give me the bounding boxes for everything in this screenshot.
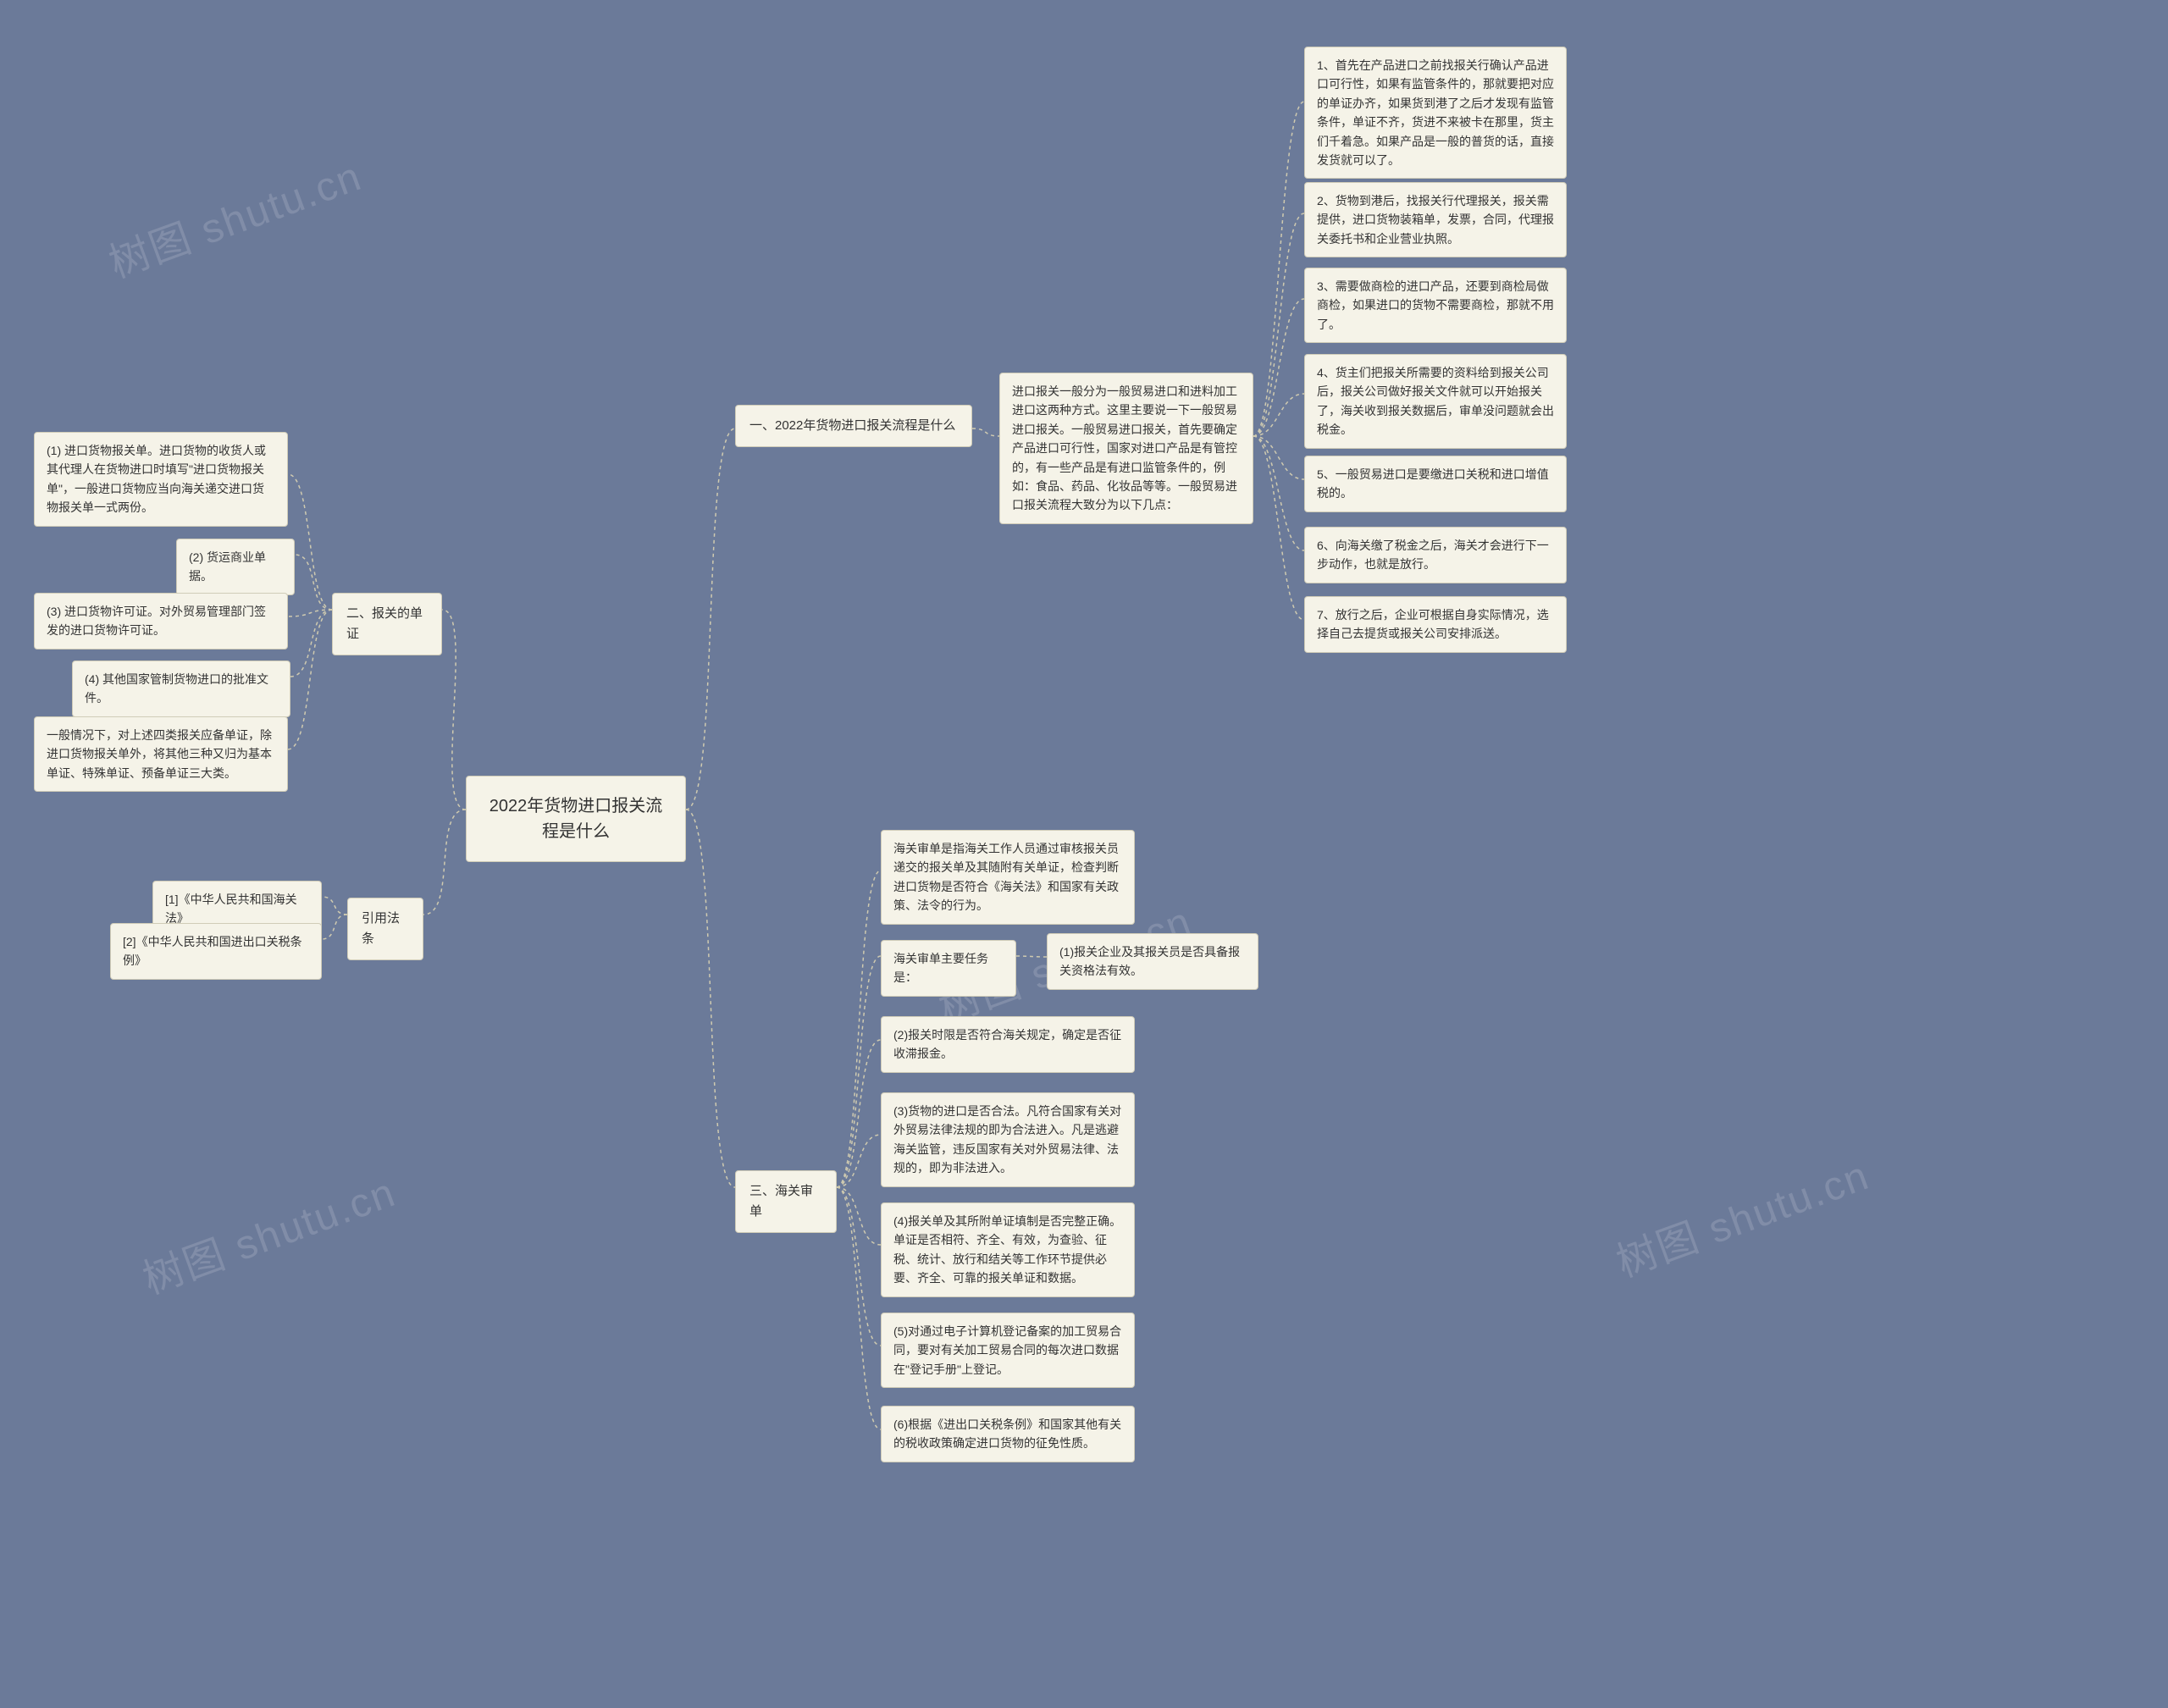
branch-2: 二、报关的单证 (332, 593, 442, 655)
b1-leaf-3-label: 3、需要做商检的进口产品，还要到商检局做商检，如果进口的货物不需要商检，那就不用… (1317, 279, 1554, 331)
b4-leaf-2-label: [2]《中华人民共和国进出口关税条例》 (123, 935, 302, 967)
root-node: 2022年货物进口报关流程是什么 (466, 776, 686, 862)
b2-leaf-3-label: (3) 进口货物许可证。对外贸易管理部门签发的进口货物许可证。 (47, 605, 266, 637)
b1-leaf-2: 2、货物到港后，找报关行代理报关，报关需提供，进口货物装箱单，发票，合同，代理报… (1304, 182, 1567, 257)
watermark: 树图 shutu.cn (1607, 1142, 1876, 1289)
b1-leaf-6: 6、向海关缴了税金之后，海关才会进行下一步动作，也就是放行。 (1304, 527, 1567, 583)
b3-leaf-3-label: (2)报关时限是否符合海关规定，确定是否征收滞报金。 (893, 1028, 1121, 1060)
branch-2-label: 二、报关的单证 (346, 606, 423, 641)
b2-leaf-1: (1) 进口货物报关单。进口货物的收货人或其代理人在货物进口时填写"进口货物报关… (34, 432, 288, 527)
b3-leaf-2-child-label: (1)报关企业及其报关员是否具备报关资格法有效。 (1059, 945, 1240, 977)
b2-leaf-2: (2) 货运商业单据。 (176, 539, 295, 595)
b3-leaf-4-label: (3)货物的进口是否合法。凡符合国家有关对外贸易法律法规的即为合法进入。凡是逃避… (893, 1104, 1121, 1175)
b1-leaf-7-label: 7、放行之后，企业可根据自身实际情况，选择自己去提货或报关公司安排派送。 (1317, 608, 1549, 640)
b3-leaf-2: 海关审单主要任务是： (881, 940, 1016, 997)
b1-description-label: 进口报关一般分为一般贸易进口和进料加工进口这两种方式。这里主要说一下一般贸易进口… (1012, 384, 1237, 511)
branch-1-label: 一、2022年货物进口报关流程是什么 (749, 418, 955, 433)
branch-4: 引用法条 (347, 898, 423, 960)
b3-leaf-7-label: (6)根据《进出口关税条例》和国家其他有关的税收政策确定进口货物的征免性质。 (893, 1418, 1121, 1450)
b1-leaf-6-label: 6、向海关缴了税金之后，海关才会进行下一步动作，也就是放行。 (1317, 539, 1549, 571)
branch-4-label: 引用法条 (362, 911, 400, 946)
b4-leaf-2: [2]《中华人民共和国进出口关税条例》 (110, 923, 322, 980)
root-label: 2022年货物进口报关流程是什么 (489, 797, 663, 841)
b4-leaf-1-label: [1]《中华人民共和国海关法》 (165, 893, 297, 925)
b2-leaf-4-label: (4) 其他国家管制货物进口的批准文件。 (85, 672, 268, 705)
b3-leaf-2-child: (1)报关企业及其报关员是否具备报关资格法有效。 (1047, 933, 1258, 990)
branch-1: 一、2022年货物进口报关流程是什么 (735, 405, 972, 447)
b2-leaf-5-label: 一般情况下，对上述四类报关应备单证，除进口货物报关单外，将其他三种又归为基本单证… (47, 728, 272, 780)
b3-leaf-1: 海关审单是指海关工作人员通过审核报关员递交的报关单及其随附有关单证，检查判断进口… (881, 830, 1135, 925)
b2-leaf-2-label: (2) 货运商业单据。 (189, 550, 266, 583)
b3-leaf-3: (2)报关时限是否符合海关规定，确定是否征收滞报金。 (881, 1016, 1135, 1073)
b1-leaf-3: 3、需要做商检的进口产品，还要到商检局做商检，如果进口的货物不需要商检，那就不用… (1304, 268, 1567, 343)
b3-leaf-5: (4)报关单及其所附单证填制是否完整正确。单证是否相符、齐全、有效，为查验、征税… (881, 1202, 1135, 1297)
b1-description: 进口报关一般分为一般贸易进口和进料加工进口这两种方式。这里主要说一下一般贸易进口… (999, 373, 1253, 524)
b1-leaf-5-label: 5、一般贸易进口是要缴进口关税和进口增值税的。 (1317, 467, 1549, 500)
watermark: 树图 shutu.cn (99, 143, 368, 290)
watermark: 树图 shutu.cn (133, 1159, 402, 1306)
branch-3-label: 三、海关审单 (749, 1184, 813, 1219)
b2-leaf-3: (3) 进口货物许可证。对外贸易管理部门签发的进口货物许可证。 (34, 593, 288, 649)
b3-leaf-5-label: (4)报关单及其所附单证填制是否完整正确。单证是否相符、齐全、有效，为查验、征税… (893, 1214, 1121, 1285)
b1-leaf-1: 1、首先在产品进口之前找报关行确认产品进口可行性，如果有监管条件的，那就要把对应… (1304, 47, 1567, 179)
b1-leaf-1-label: 1、首先在产品进口之前找报关行确认产品进口可行性，如果有监管条件的，那就要把对应… (1317, 58, 1554, 167)
b1-leaf-7: 7、放行之后，企业可根据自身实际情况，选择自己去提货或报关公司安排派送。 (1304, 596, 1567, 653)
b2-leaf-1-label: (1) 进口货物报关单。进口货物的收货人或其代理人在货物进口时填写"进口货物报关… (47, 444, 266, 514)
b2-leaf-5: 一般情况下，对上述四类报关应备单证，除进口货物报关单外，将其他三种又归为基本单证… (34, 716, 288, 792)
b3-leaf-7: (6)根据《进出口关税条例》和国家其他有关的税收政策确定进口货物的征免性质。 (881, 1406, 1135, 1462)
b3-leaf-6-label: (5)对通过电子计算机登记备案的加工贸易合同，要对有关加工贸易合同的每次进口数据… (893, 1324, 1121, 1376)
branch-3: 三、海关审单 (735, 1170, 837, 1233)
b2-leaf-4: (4) 其他国家管制货物进口的批准文件。 (72, 661, 290, 717)
b1-leaf-2-label: 2、货物到港后，找报关行代理报关，报关需提供，进口货物装箱单，发票，合同，代理报… (1317, 194, 1554, 246)
b1-leaf-5: 5、一般贸易进口是要缴进口关税和进口增值税的。 (1304, 456, 1567, 512)
b3-leaf-6: (5)对通过电子计算机登记备案的加工贸易合同，要对有关加工贸易合同的每次进口数据… (881, 1313, 1135, 1388)
b1-leaf-4-label: 4、货主们把报关所需要的资料给到报关公司后，报关公司做好报关文件就可以开始报关了… (1317, 366, 1554, 436)
b3-leaf-2-label: 海关审单主要任务是： (893, 952, 988, 984)
b3-leaf-1-label: 海关审单是指海关工作人员通过审核报关员递交的报关单及其随附有关单证，检查判断进口… (893, 842, 1119, 912)
b3-leaf-4: (3)货物的进口是否合法。凡符合国家有关对外贸易法律法规的即为合法进入。凡是逃避… (881, 1092, 1135, 1187)
b1-leaf-4: 4、货主们把报关所需要的资料给到报关公司后，报关公司做好报关文件就可以开始报关了… (1304, 354, 1567, 449)
